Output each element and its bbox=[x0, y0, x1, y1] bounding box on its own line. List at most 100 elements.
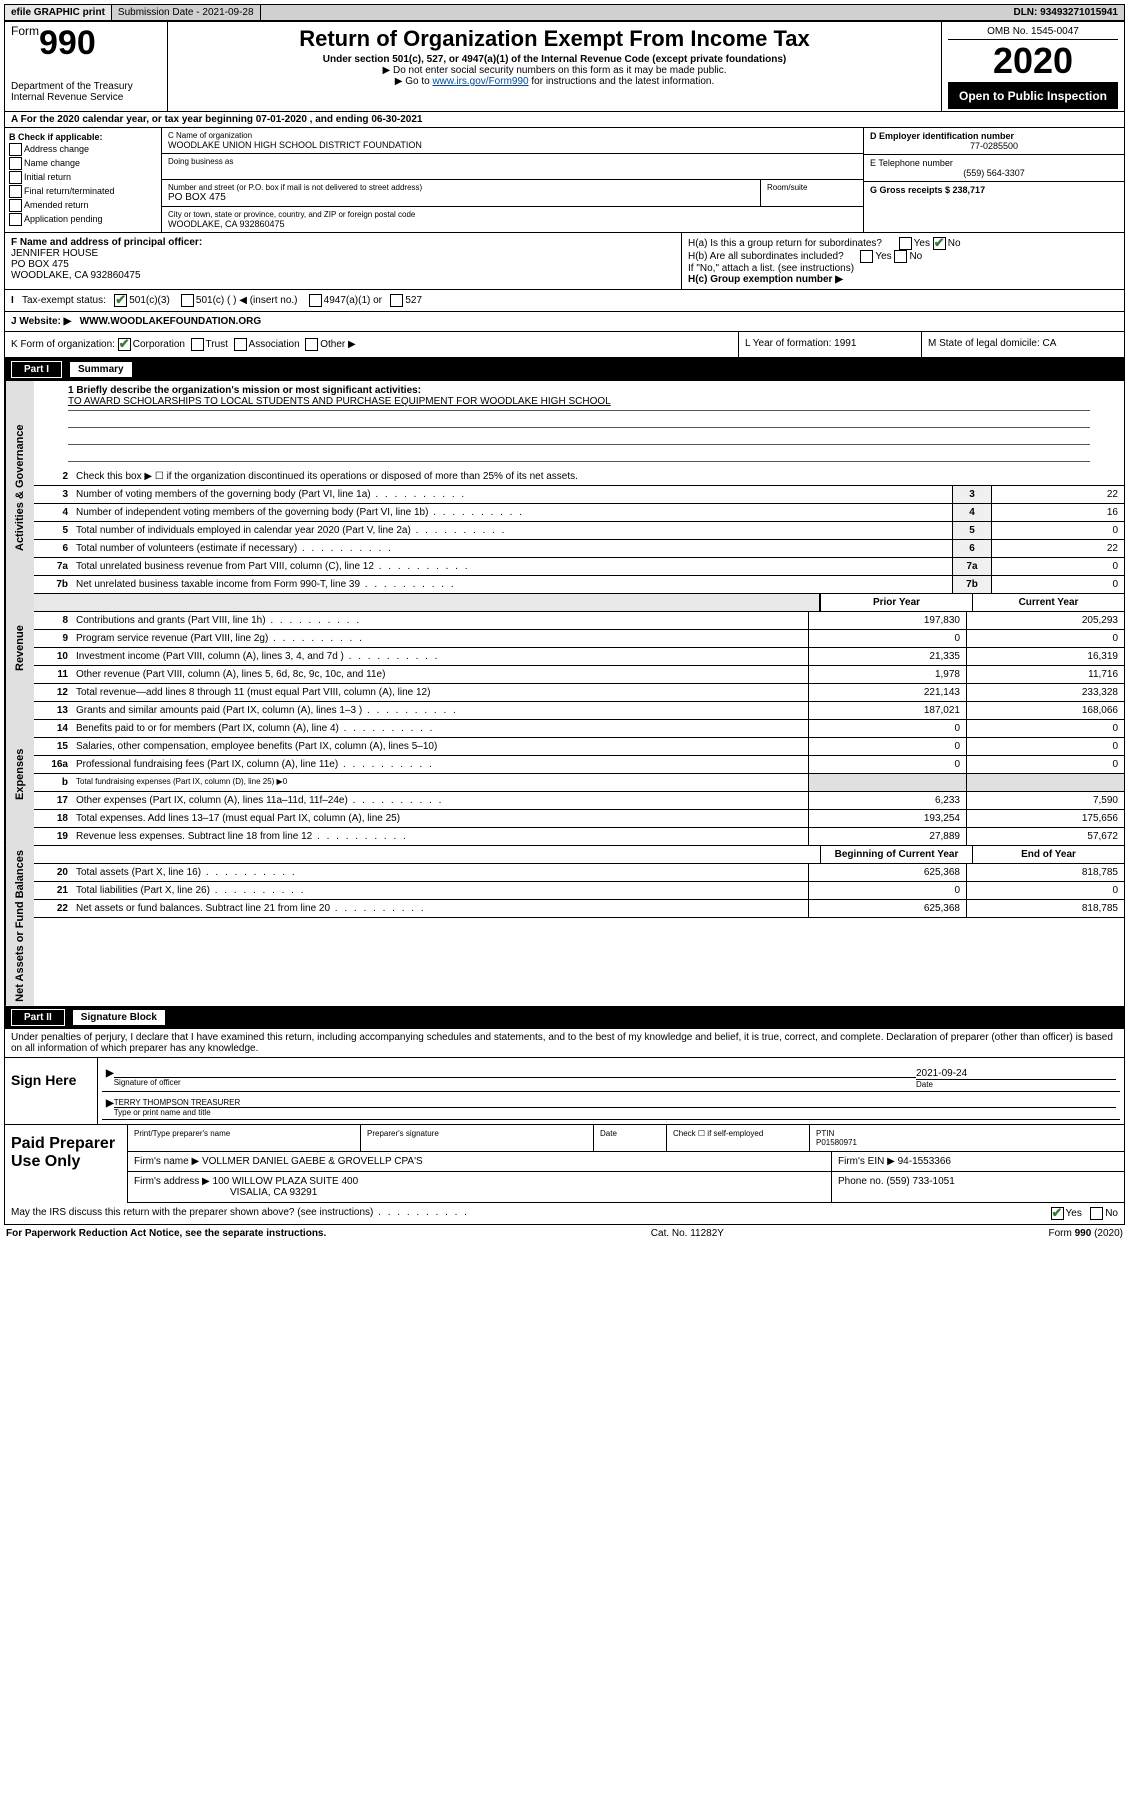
klm-row: K Form of organization: Corporation Trus… bbox=[5, 332, 1124, 358]
col-b-title: B Check if applicable: bbox=[9, 132, 157, 142]
city-val: WOODLAKE, CA 932860475 bbox=[168, 219, 857, 229]
exp-17: 17Other expenses (Part IX, column (A), l… bbox=[34, 792, 1124, 810]
side-revenue: Revenue bbox=[5, 594, 34, 702]
gross-row: G Gross receipts $ 238,717 bbox=[864, 182, 1124, 198]
penalty-text: Under penalties of perjury, I declare th… bbox=[5, 1029, 1124, 1058]
part2-title: Signature Block bbox=[73, 1010, 165, 1025]
footer-right: Form 990 (2020) bbox=[1049, 1228, 1123, 1239]
sign-block: Sign Here ▶ Signature of officer 2021-09… bbox=[5, 1058, 1124, 1124]
briefly-a: TO AWARD SCHOLARSHIPS TO LOCAL STUDENTS … bbox=[68, 396, 1090, 411]
form-container: Form990 Department of the Treasury Inter… bbox=[4, 21, 1125, 1225]
net-21: 21Total liabilities (Part X, line 26)00 bbox=[34, 882, 1124, 900]
cb-app-pending[interactable]: Application pending bbox=[9, 213, 157, 226]
dba-lbl: Doing business as bbox=[168, 157, 857, 166]
title-cell: Return of Organization Exempt From Incom… bbox=[168, 22, 942, 111]
net-head: Beginning of Current Year End of Year bbox=[34, 846, 1124, 864]
part1-header: Part I Summary bbox=[5, 358, 1124, 381]
blank-line-2 bbox=[68, 430, 1090, 445]
cb-initial-return[interactable]: Initial return bbox=[9, 171, 157, 184]
sig-date: 2021-09-24 bbox=[916, 1068, 1116, 1079]
tax-year: 2020 bbox=[948, 40, 1118, 83]
goto-post: for instructions and the latest informat… bbox=[529, 76, 715, 87]
paid-firm-row: Firm's name ▶ VOLLMER DANIEL GAEBE & GRO… bbox=[128, 1152, 1124, 1172]
briefly-q: 1 Briefly describe the organization's mi… bbox=[68, 385, 1090, 396]
addr-val: PO BOX 475 bbox=[168, 192, 754, 203]
gov-line-2: 2 Check this box ▶ ☐ if the organization… bbox=[34, 468, 1124, 486]
col-d: D Employer identification number 77-0285… bbox=[864, 128, 1124, 232]
website-lbl: J Website: ▶ bbox=[11, 316, 71, 327]
net-group: Net Assets or Fund Balances Beginning of… bbox=[5, 846, 1124, 1006]
l-year: L Year of formation: 1991 bbox=[739, 332, 922, 357]
omb-number: OMB No. 1545-0047 bbox=[948, 24, 1118, 40]
gov-line-6: 6Total number of volunteers (estimate if… bbox=[34, 540, 1124, 558]
sign-here-lbl: Sign Here bbox=[5, 1058, 98, 1124]
paid-addr-row: Firm's address ▶ 100 WILLOW PLAZA SUITE … bbox=[128, 1172, 1124, 1203]
current-year-head: Current Year bbox=[972, 594, 1124, 611]
paid-title: Paid Preparer Use Only bbox=[5, 1125, 128, 1203]
f-addr1: PO BOX 475 bbox=[11, 259, 675, 270]
begin-year-head: Beginning of Current Year bbox=[820, 846, 972, 863]
paid-preparer: Paid Preparer Use Only Print/Type prepar… bbox=[5, 1124, 1124, 1203]
pointer-icon: ▶ bbox=[106, 1068, 114, 1089]
dln: DLN: 93493271015941 bbox=[1007, 5, 1124, 20]
form-header: Form990 Department of the Treasury Inter… bbox=[5, 22, 1124, 112]
exp-19: 19Revenue less expenses. Subtract line 1… bbox=[34, 828, 1124, 846]
ein-val: 77-0285500 bbox=[870, 141, 1118, 151]
tax-year-line: A For the 2020 calendar year, or tax yea… bbox=[5, 112, 1124, 128]
net-22: 22Net assets or fund balances. Subtract … bbox=[34, 900, 1124, 918]
col-c: C Name of organization WOODLAKE UNION HI… bbox=[162, 128, 864, 232]
cb-name-change[interactable]: Name change bbox=[9, 157, 157, 170]
sig-date-lbl: Date bbox=[916, 1079, 1116, 1089]
cb-final-return[interactable]: Final return/terminated bbox=[9, 185, 157, 198]
f-lbl: F Name and address of principal officer: bbox=[11, 237, 675, 248]
revenue-group: Revenue Prior Year Current Year 8Contrib… bbox=[5, 594, 1124, 702]
k-cell: K Form of organization: Corporation Trus… bbox=[5, 332, 739, 357]
part2-num: Part II bbox=[11, 1009, 65, 1026]
principal-officer: F Name and address of principal officer:… bbox=[5, 233, 682, 289]
org-name: WOODLAKE UNION HIGH SCHOOL DISTRICT FOUN… bbox=[168, 140, 857, 150]
rev-9: 9Program service revenue (Part VIII, lin… bbox=[34, 630, 1124, 648]
side-governance: Activities & Governance bbox=[5, 381, 34, 594]
top-bar: efile GRAPHIC print Submission Date - 20… bbox=[4, 4, 1125, 21]
gov-line-7b: 7bNet unrelated business taxable income … bbox=[34, 576, 1124, 594]
f-addr2: WOODLAKE, CA 932860475 bbox=[11, 270, 675, 281]
gov-line-5: 5Total number of individuals employed in… bbox=[34, 522, 1124, 540]
cb-address-change[interactable]: Address change bbox=[9, 143, 157, 156]
fh-row: F Name and address of principal officer:… bbox=[5, 233, 1124, 290]
side-net: Net Assets or Fund Balances bbox=[5, 846, 34, 1006]
cb-amended[interactable]: Amended return bbox=[9, 199, 157, 212]
form-number: 990 bbox=[39, 24, 96, 62]
note-goto: ▶ Go to www.irs.gov/Form990 for instruct… bbox=[174, 76, 935, 87]
prior-year-head: Prior Year bbox=[820, 594, 972, 611]
part1-title: Summary bbox=[70, 362, 132, 377]
room-lbl: Room/suite bbox=[767, 183, 857, 192]
efile-print-button[interactable]: efile GRAPHIC print bbox=[5, 5, 112, 20]
rev-head: Prior Year Current Year bbox=[34, 594, 1124, 612]
org-name-row: C Name of organization WOODLAKE UNION HI… bbox=[162, 128, 863, 154]
exp-16b: bTotal fundraising expenses (Part IX, co… bbox=[34, 774, 1124, 792]
side-expenses: Expenses bbox=[5, 702, 34, 846]
omb-cell: OMB No. 1545-0047 2020 Open to Public In… bbox=[942, 22, 1124, 111]
governance-group: Activities & Governance 1 Briefly descri… bbox=[5, 381, 1124, 594]
gross-lbl: G Gross receipts $ 238,717 bbox=[870, 185, 1118, 195]
form-word: Form bbox=[11, 24, 39, 38]
footer-mid: Cat. No. 11282Y bbox=[651, 1228, 724, 1239]
m-state: M State of legal domicile: CA bbox=[922, 332, 1124, 357]
org-name-lbl: C Name of organization bbox=[168, 131, 857, 140]
irs-link[interactable]: www.irs.gov/Form990 bbox=[432, 76, 528, 87]
discuss-row: May the IRS discuss this return with the… bbox=[5, 1203, 1124, 1224]
sig-officer-lbl: Signature of officer bbox=[114, 1077, 916, 1087]
exp-15: 15Salaries, other compensation, employee… bbox=[34, 738, 1124, 756]
form-label-cell: Form990 Department of the Treasury Inter… bbox=[5, 22, 168, 111]
net-20: 20Total assets (Part X, line 16)625,3688… bbox=[34, 864, 1124, 882]
form-subtitle: Under section 501(c), 527, or 4947(a)(1)… bbox=[174, 54, 935, 65]
blank-line-1 bbox=[68, 413, 1090, 428]
tel-lbl: E Telephone number bbox=[870, 158, 1118, 168]
ein-lbl: D Employer identification number bbox=[870, 131, 1118, 141]
exp-14: 14Benefits paid to or for members (Part … bbox=[34, 720, 1124, 738]
hb-line: H(b) Are all subordinates included? Yes … bbox=[688, 250, 1118, 263]
rev-11: 11Other revenue (Part VIII, column (A), … bbox=[34, 666, 1124, 684]
sig-name-lbl: Type or print name and title bbox=[114, 1107, 1116, 1117]
tel-val: (559) 564-3307 bbox=[870, 168, 1118, 178]
status-4947: 4947(a)(1) or bbox=[324, 295, 382, 306]
